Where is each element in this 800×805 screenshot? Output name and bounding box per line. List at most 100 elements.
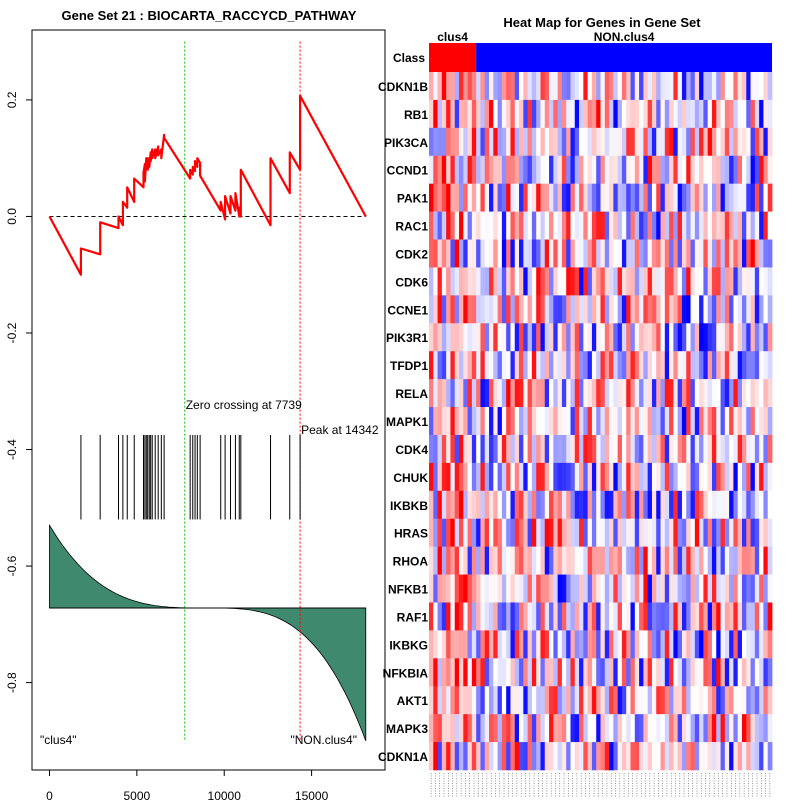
class-bar xyxy=(429,43,477,72)
heatmap-cell xyxy=(656,155,661,184)
heatmap-cell xyxy=(441,602,447,631)
heatmap-cell xyxy=(519,239,524,268)
heatmap-cell xyxy=(703,267,709,296)
heatmap-cell xyxy=(656,323,661,352)
heatmap-cell xyxy=(514,379,520,408)
heatmap-cell xyxy=(604,462,610,492)
heatmap-cell xyxy=(519,714,524,743)
heatmap-cell xyxy=(454,714,460,743)
heatmap-cell xyxy=(484,267,490,296)
heatmap-cell xyxy=(570,72,576,101)
heatmap-cell xyxy=(519,546,524,575)
heatmap-cell xyxy=(429,518,434,547)
heatmap-cell xyxy=(591,574,597,603)
heatmap-cell xyxy=(429,155,434,184)
heatmap-cell xyxy=(707,267,713,296)
heatmap-cell xyxy=(669,490,674,520)
heatmap-cell xyxy=(429,434,434,464)
heatmap-cell xyxy=(441,127,447,157)
heatmap-cell xyxy=(737,323,743,352)
heatmap-cell xyxy=(613,574,619,603)
heatmap-cell xyxy=(480,379,486,408)
heatmap-cell xyxy=(750,99,756,129)
heatmap-cell xyxy=(609,295,614,324)
heatmap-cell xyxy=(501,658,507,687)
heatmap-cell xyxy=(587,407,593,436)
heatmap-cell xyxy=(694,518,700,547)
heatmap-cell xyxy=(656,434,661,464)
heatmap-cell xyxy=(471,546,477,575)
class-bar xyxy=(476,43,772,72)
gene-label: RELA xyxy=(395,387,428,401)
gene-label: RAC1 xyxy=(395,220,428,234)
heatmap-cell xyxy=(681,658,687,687)
heatmap-cell xyxy=(634,714,640,743)
heatmap-cell xyxy=(437,323,443,352)
heatmap-cell xyxy=(643,462,649,492)
heatmap-cell xyxy=(690,490,696,520)
heatmap-cell xyxy=(429,239,434,268)
heatmap-cell xyxy=(519,72,524,101)
heatmap-cell xyxy=(729,434,734,464)
heatmap-cell xyxy=(480,407,486,436)
heatmap-cell xyxy=(677,658,683,687)
heatmap-cell xyxy=(720,267,726,296)
heatmap-cell xyxy=(733,658,739,687)
heatmap-cell xyxy=(549,211,554,240)
heatmap-cell xyxy=(716,462,721,492)
heatmap-cell xyxy=(579,714,584,743)
heatmap-cell xyxy=(480,630,486,659)
heatmap-cell xyxy=(669,742,674,771)
heatmap-cell xyxy=(566,323,571,352)
heatmap-cell xyxy=(600,686,606,715)
heatmap-cell xyxy=(729,379,734,408)
heatmap-cell xyxy=(450,379,456,408)
heatmap-cell xyxy=(724,434,730,464)
heatmap-cell xyxy=(549,323,554,352)
heatmap-cell xyxy=(501,155,507,184)
heatmap-cell xyxy=(437,407,443,436)
gene-label: RB1 xyxy=(404,108,428,122)
heatmap-cell xyxy=(737,379,743,408)
heatmap-cell xyxy=(574,211,580,240)
heatmap-cell xyxy=(656,407,661,436)
heatmap-cell xyxy=(609,434,614,464)
heatmap-cell xyxy=(746,658,751,687)
ranked-metric-area xyxy=(49,523,367,742)
heatmap-cell xyxy=(630,239,636,268)
heatmap-cell xyxy=(446,462,451,492)
heatmap-cell xyxy=(480,72,486,101)
heatmap-cell xyxy=(587,490,593,520)
heatmap-cell xyxy=(497,211,503,240)
heatmap-cell xyxy=(639,686,644,715)
heatmap-cell xyxy=(690,686,696,715)
heatmap-cell xyxy=(609,127,614,157)
heatmap-cell xyxy=(510,574,516,603)
heatmap-cell xyxy=(609,658,614,687)
heatmap-cell xyxy=(463,658,468,687)
heatmap-cell xyxy=(643,379,649,408)
heatmap-cell xyxy=(467,407,473,436)
heatmap-cell xyxy=(519,379,524,408)
heatmap-cell xyxy=(647,490,653,520)
heatmap-cell xyxy=(437,602,443,631)
heatmap-cell xyxy=(519,462,524,492)
heatmap-cell xyxy=(566,183,571,212)
heatmap-cell xyxy=(437,630,443,659)
heatmap-cell xyxy=(639,546,644,575)
heatmap-cell xyxy=(506,351,511,380)
heatmap-cell xyxy=(446,434,451,464)
heatmap-cell xyxy=(694,714,700,743)
heatmap-cell xyxy=(587,127,593,157)
heatmap-cell xyxy=(746,239,751,268)
heatmap-cell xyxy=(604,546,610,575)
heatmap-cell xyxy=(639,99,644,129)
heatmap-cell xyxy=(574,518,580,547)
y-tick-label: -0.6 xyxy=(5,555,19,576)
heatmap-cell xyxy=(476,602,481,631)
heatmap-cell xyxy=(621,490,627,520)
heatmap-cell xyxy=(617,99,623,129)
heatmap-cell xyxy=(690,407,696,436)
heatmap-cell xyxy=(519,155,524,184)
